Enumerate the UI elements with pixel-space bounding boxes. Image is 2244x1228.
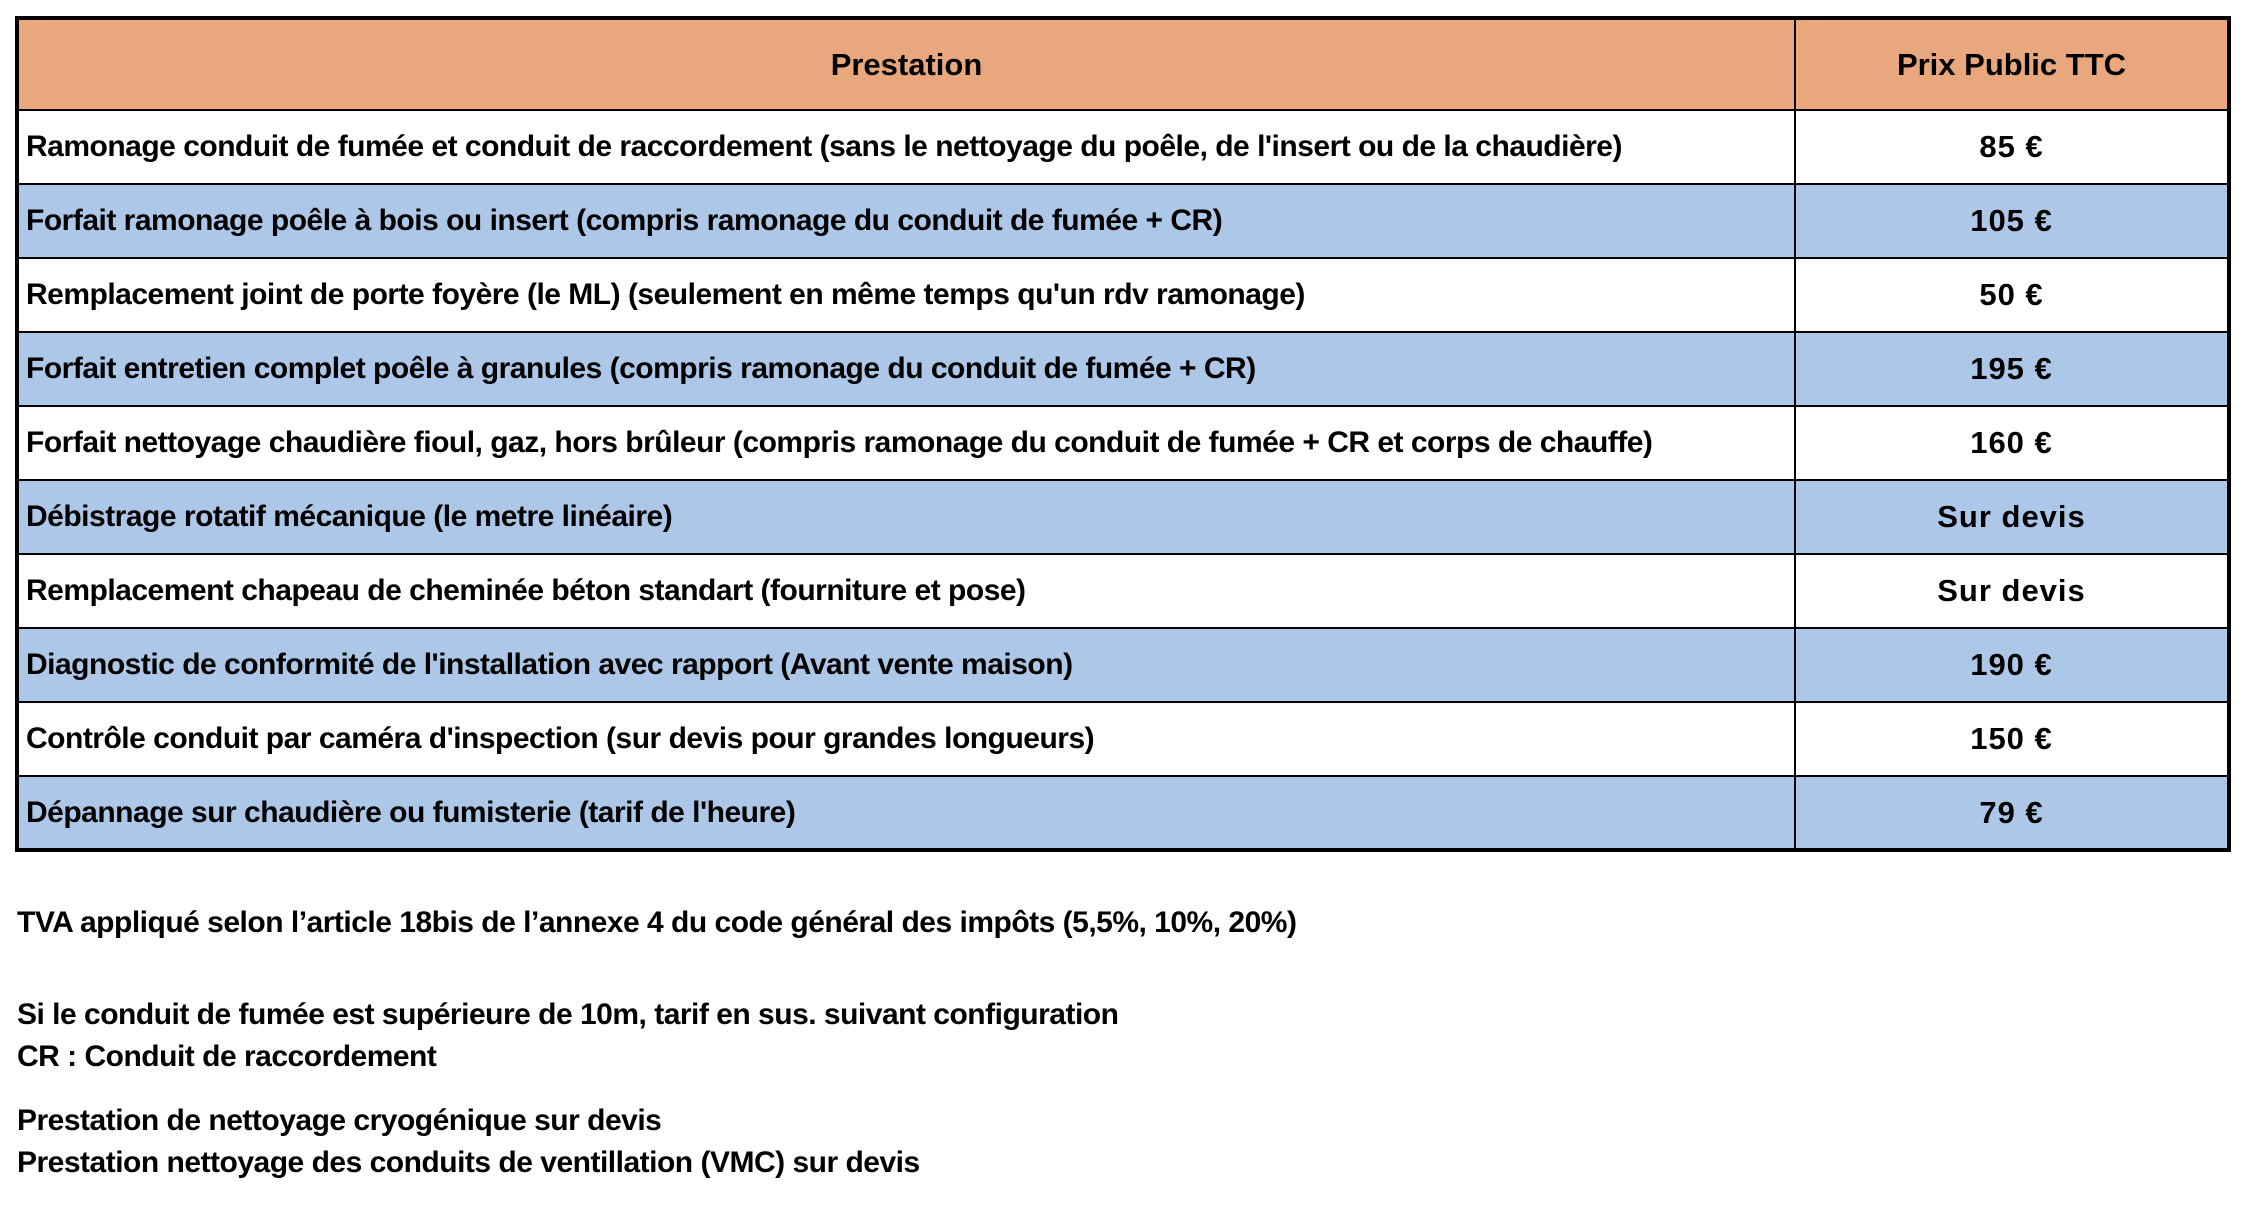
table-row: Forfait ramonage poêle à bois ou insert … xyxy=(16,183,2230,259)
note-conduit-length: Si le conduit de fumée est supérieure de… xyxy=(17,998,1119,1031)
prestation-cell: Forfait ramonage poêle à bois ou insert … xyxy=(16,183,1796,259)
prestation-cell: Contrôle conduit par caméra d'inspection… xyxy=(16,701,1796,777)
prestation-cell: Débistrage rotatif mécanique (le metre l… xyxy=(16,479,1796,555)
table-header-row: Prestation Prix Public TTC xyxy=(16,17,2230,111)
table-row: Débistrage rotatif mécanique (le metre l… xyxy=(16,479,2230,555)
table-row: Diagnostic de conformité de l'installati… xyxy=(16,627,2230,703)
table-row: Forfait nettoyage chaudière fioul, gaz, … xyxy=(16,405,2230,481)
price-cell: 195 € xyxy=(1794,331,2230,407)
price-cell: 79 € xyxy=(1794,775,2230,851)
price-cell: 85 € xyxy=(1794,109,2230,185)
table-row: Dépannage sur chaudière ou fumisterie (t… xyxy=(16,775,2230,851)
note-vmc: Prestation nettoyage des conduits de ven… xyxy=(17,1146,920,1179)
table-row: Forfait entretien complet poêle à granul… xyxy=(16,331,2230,407)
prestation-cell: Dépannage sur chaudière ou fumisterie (t… xyxy=(16,775,1796,851)
price-cell: 50 € xyxy=(1794,257,2230,333)
table-row: Remplacement chapeau de cheminée béton s… xyxy=(16,553,2230,629)
prestation-cell: Forfait entretien complet poêle à granul… xyxy=(16,331,1796,407)
note-tva: TVA appliqué selon l’article 18bis de l’… xyxy=(17,906,1297,939)
price-cell: 150 € xyxy=(1794,701,2230,777)
price-table: Prestation Prix Public TTC Ramonage cond… xyxy=(15,16,2231,852)
table-row: Contrôle conduit par caméra d'inspection… xyxy=(16,701,2230,777)
price-cell: Sur devis xyxy=(1794,553,2230,629)
prestation-column-header: Prestation xyxy=(16,17,1796,111)
prestation-cell: Remplacement joint de porte foyère (le M… xyxy=(16,257,1796,333)
price-cell: 160 € xyxy=(1794,405,2230,481)
prestation-cell: Ramonage conduit de fumée et conduit de … xyxy=(16,109,1796,185)
notes-section: TVA appliqué selon l’article 18bis de l’… xyxy=(17,902,2244,1184)
price-cell: 190 € xyxy=(1794,627,2230,703)
note-cryogenique: Prestation de nettoyage cryogénique sur … xyxy=(17,1104,662,1137)
price-cell: 105 € xyxy=(1794,183,2230,259)
prix-column-header: Prix Public TTC xyxy=(1794,17,2230,111)
prestation-cell: Remplacement chapeau de cheminée béton s… xyxy=(16,553,1796,629)
table-row: Ramonage conduit de fumée et conduit de … xyxy=(16,109,2230,185)
price-cell: Sur devis xyxy=(1794,479,2230,555)
prestation-cell: Diagnostic de conformité de l'installati… xyxy=(16,627,1796,703)
table-row: Remplacement joint de porte foyère (le M… xyxy=(16,257,2230,333)
prestation-cell: Forfait nettoyage chaudière fioul, gaz, … xyxy=(16,405,1796,481)
note-cr-definition: CR : Conduit de raccordement xyxy=(17,1040,437,1073)
